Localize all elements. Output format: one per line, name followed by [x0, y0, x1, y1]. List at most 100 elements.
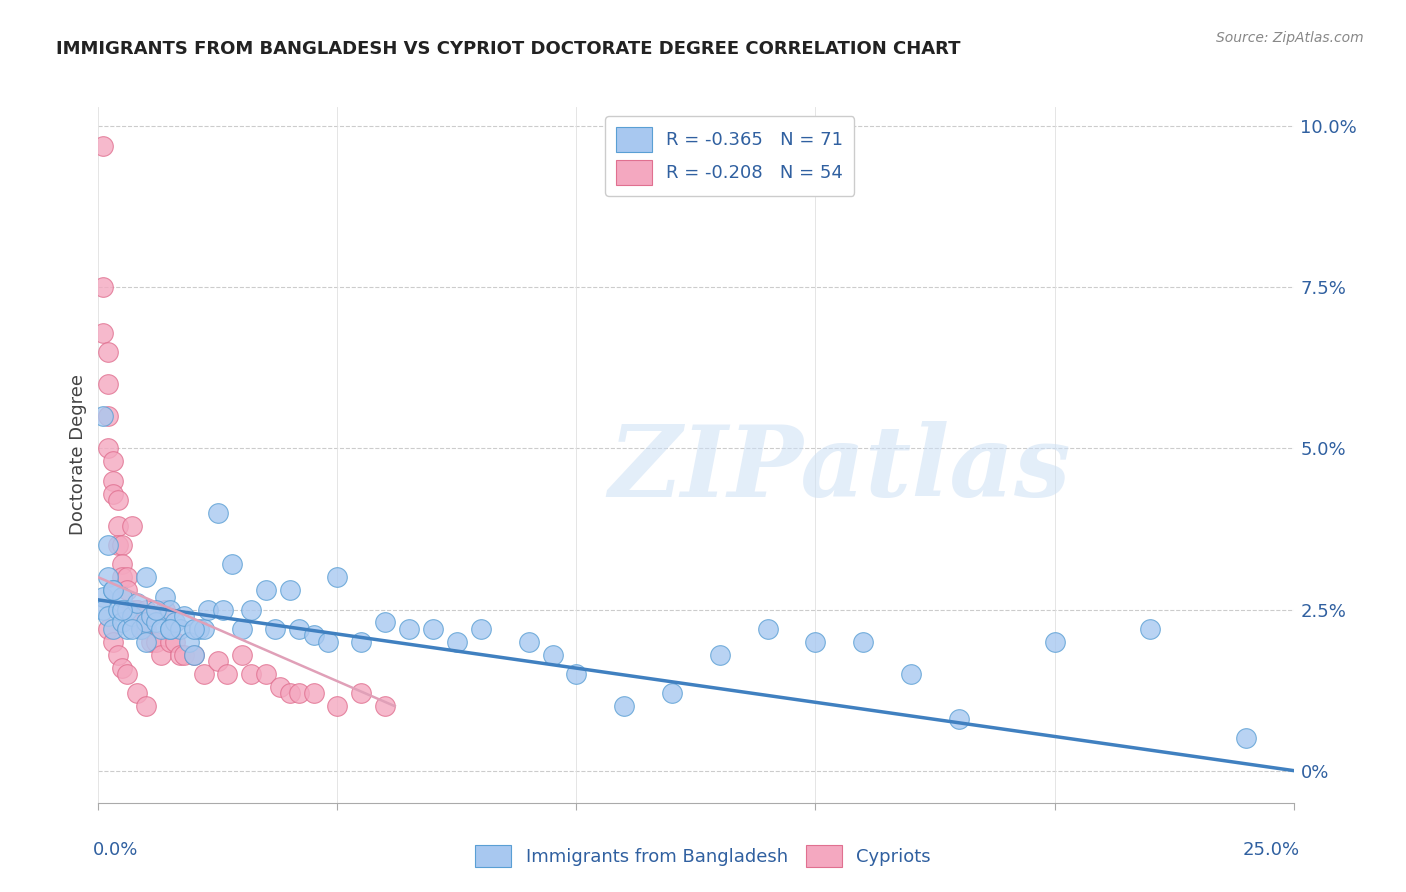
- Point: [163, 615, 186, 630]
- Point: [565, 667, 588, 681]
- Point: [183, 622, 205, 636]
- Point: [1043, 634, 1066, 648]
- Point: [145, 602, 167, 616]
- Point: [179, 634, 201, 648]
- Point: [121, 602, 143, 616]
- Point: [101, 622, 124, 636]
- Point: [131, 622, 153, 636]
- Point: [374, 615, 396, 630]
- Point: [91, 326, 114, 340]
- Point: [159, 622, 181, 636]
- Point: [115, 667, 138, 681]
- Point: [1139, 622, 1161, 636]
- Point: [107, 602, 129, 616]
- Point: [97, 609, 120, 624]
- Point: [101, 486, 124, 500]
- Point: [125, 602, 148, 616]
- Point: [517, 634, 540, 648]
- Point: [900, 667, 922, 681]
- Text: IMMIGRANTS FROM BANGLADESH VS CYPRIOT DOCTORATE DEGREE CORRELATION CHART: IMMIGRANTS FROM BANGLADESH VS CYPRIOT DO…: [56, 40, 960, 58]
- Point: [135, 634, 157, 648]
- Point: [326, 570, 349, 584]
- Legend: R = -0.365   N = 71, R = -0.208   N = 54: R = -0.365 N = 71, R = -0.208 N = 54: [605, 116, 855, 196]
- Point: [193, 667, 215, 681]
- Point: [91, 138, 114, 153]
- Point: [804, 634, 827, 648]
- Point: [1234, 731, 1257, 746]
- Point: [470, 622, 492, 636]
- Point: [173, 609, 195, 624]
- Point: [115, 583, 138, 598]
- Point: [101, 583, 124, 598]
- Point: [97, 622, 120, 636]
- Point: [948, 712, 970, 726]
- Point: [316, 634, 339, 648]
- Text: 25.0%: 25.0%: [1243, 841, 1299, 859]
- Point: [350, 686, 373, 700]
- Point: [350, 634, 373, 648]
- Point: [135, 699, 157, 714]
- Point: [125, 686, 148, 700]
- Point: [446, 634, 468, 648]
- Point: [101, 454, 124, 468]
- Point: [155, 602, 177, 616]
- Point: [207, 654, 229, 668]
- Point: [278, 583, 301, 598]
- Point: [288, 622, 311, 636]
- Point: [163, 634, 186, 648]
- Point: [326, 699, 349, 714]
- Point: [254, 667, 277, 681]
- Point: [173, 648, 195, 662]
- Point: [101, 583, 124, 598]
- Point: [135, 602, 157, 616]
- Point: [193, 622, 215, 636]
- Point: [97, 538, 120, 552]
- Point: [269, 680, 291, 694]
- Legend: Immigrants from Bangladesh, Cypriots: Immigrants from Bangladesh, Cypriots: [468, 838, 938, 874]
- Point: [613, 699, 636, 714]
- Point: [207, 506, 229, 520]
- Point: [111, 615, 134, 630]
- Point: [159, 622, 181, 636]
- Point: [398, 622, 420, 636]
- Point: [197, 602, 219, 616]
- Point: [169, 622, 191, 636]
- Point: [422, 622, 444, 636]
- Point: [91, 409, 114, 424]
- Point: [155, 590, 177, 604]
- Point: [288, 686, 311, 700]
- Point: [264, 622, 287, 636]
- Point: [101, 634, 124, 648]
- Point: [121, 622, 143, 636]
- Point: [221, 558, 243, 572]
- Point: [217, 667, 239, 681]
- Point: [97, 570, 120, 584]
- Point: [107, 648, 129, 662]
- Point: [211, 602, 233, 616]
- Point: [254, 583, 277, 598]
- Point: [183, 648, 205, 662]
- Point: [107, 538, 129, 552]
- Point: [111, 590, 134, 604]
- Point: [756, 622, 779, 636]
- Text: Source: ZipAtlas.com: Source: ZipAtlas.com: [1216, 31, 1364, 45]
- Point: [149, 648, 172, 662]
- Text: 0.0%: 0.0%: [93, 841, 138, 859]
- Point: [97, 442, 120, 456]
- Point: [187, 622, 209, 636]
- Point: [240, 667, 263, 681]
- Point: [240, 602, 263, 616]
- Point: [231, 648, 253, 662]
- Point: [139, 634, 162, 648]
- Point: [661, 686, 683, 700]
- Point: [159, 602, 181, 616]
- Point: [97, 377, 120, 392]
- Point: [91, 280, 114, 294]
- Point: [115, 602, 138, 616]
- Point: [139, 609, 162, 624]
- Point: [135, 622, 157, 636]
- Point: [135, 615, 157, 630]
- Point: [97, 409, 120, 424]
- Point: [145, 615, 167, 630]
- Point: [91, 602, 114, 616]
